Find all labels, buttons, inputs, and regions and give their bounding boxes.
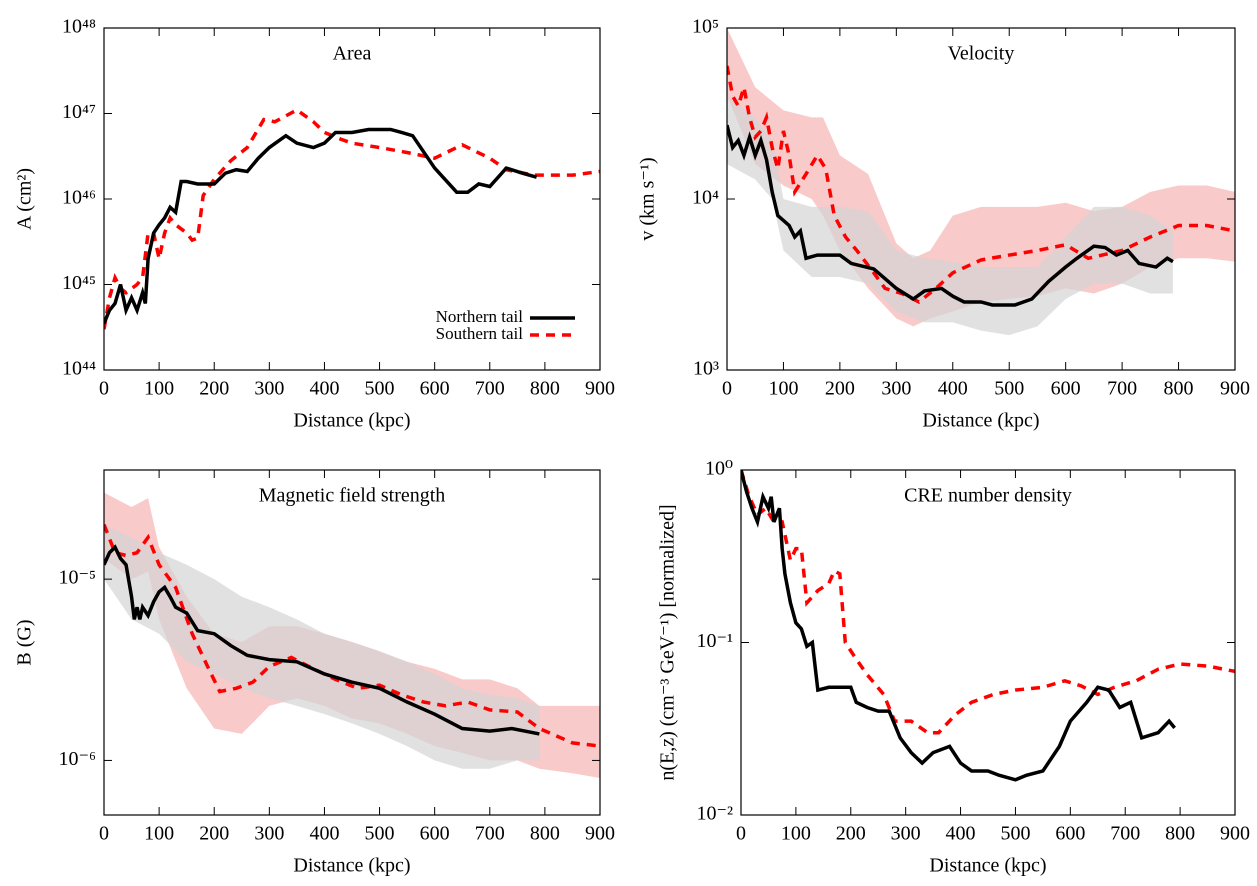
series-line [741,470,1176,782]
y-axis-label: B (G) [14,619,36,665]
x-tick-label: 300 [254,378,284,400]
y-tick-label: 10⁴ [692,187,719,209]
x-tick-label: 800 [530,378,560,400]
x-tick-label: 600 [1055,823,1085,845]
y-tick-label: 10⁵ [692,16,719,38]
panel-title: Area [333,43,372,65]
x-tick-label: 200 [199,378,229,400]
x-axis-label: Distance (kpc) [293,410,410,432]
x-tick-label: 100 [144,378,174,400]
legend-label: Northern tail [436,307,524,326]
y-tick-label: 10³ [693,358,719,380]
x-tick-label: 900 [1220,378,1250,400]
x-tick-label: 900 [585,378,615,400]
y-axis-label: A (cm²) [14,168,36,230]
series-line [104,127,538,325]
x-tick-label: 300 [254,823,284,845]
legend-label: Southern tail [436,324,524,343]
y-tick-label: 10⁴⁴ [62,358,96,380]
x-tick-label: 800 [1165,823,1195,845]
x-axis-label: Distance (kpc) [293,855,410,877]
series-line [104,523,600,748]
plot-frame [740,469,1236,816]
x-tick-label: 400 [309,823,339,845]
x-tick-label: 600 [420,378,450,400]
panel: 0 100 200 300 400 500 600 700 800 900 10⁻⁶ 10⁻⁵ Magn… [14,469,615,877]
panel: 0 100 200 300 400 500 600 700 800 900 10³ 10⁴ 10⁵ Vel… [637,16,1250,432]
x-tick-label: 700 [475,823,505,845]
series-line [104,107,600,330]
x-tick-label: 100 [781,823,811,845]
x-tick-label: 500 [365,823,395,845]
x-tick-label: 700 [475,378,505,400]
x-tick-label: 0 [99,378,109,400]
x-tick-label: 300 [881,378,911,400]
x-tick-label: 600 [420,823,450,845]
x-tick-label: 900 [1220,823,1250,845]
y-tick-label: 10⁴⁶ [62,187,96,209]
series-line [727,124,1174,307]
x-tick-label: 600 [1051,378,1081,400]
plot-frame [103,469,601,816]
y-tick-label: 10⁻⁶ [58,748,96,770]
x-tick-label: 800 [530,823,560,845]
x-tick-label: 500 [365,378,395,400]
y-axis-label: v (km s⁻¹) [637,157,659,240]
error-band [104,524,540,769]
y-tick-label: 10⁻⁵ [58,567,96,589]
x-tick-label: 300 [891,823,921,845]
x-axis-label: Distance (kpc) [922,410,1039,432]
x-tick-label: 800 [1164,378,1194,400]
error-band [727,96,1173,336]
x-tick-label: 100 [768,378,798,400]
y-tick-label: 10⁻¹ [696,630,733,652]
x-tick-label: 200 [825,378,855,400]
x-tick-label: 200 [836,823,866,845]
panel-title: Magnetic field strength [259,485,446,507]
y-axis-label: n(E,z) (cm⁻³ GeV⁻¹) [normalized] [657,504,679,780]
series-line [104,544,540,736]
x-tick-label: 0 [99,823,109,845]
x-tick-label: 900 [585,823,615,845]
x-tick-label: 200 [199,823,229,845]
x-tick-label: 500 [994,378,1024,400]
series-line [727,65,1235,305]
y-tick-label: 10⁴⁷ [62,101,96,123]
x-tick-label: 400 [309,378,339,400]
x-tick-label: 100 [144,823,174,845]
x-tick-label: 700 [1107,378,1137,400]
x-tick-label: 700 [1110,823,1140,845]
x-tick-label: 0 [736,823,746,845]
y-tick-label: 10⁴⁵ [62,272,96,294]
series-line [741,470,1235,735]
panel: 0 100 200 300 400 500 600 700 800 900 10⁻² 10⁻¹ 10⁰ C… [657,458,1250,877]
x-tick-label: 0 [722,378,732,400]
panel: 0 100 200 300 400 500 600 700 800 900 10⁴⁴ 10⁴⁵ 10⁴⁶… [14,16,615,432]
x-tick-label: 400 [946,823,976,845]
y-tick-label: 10⁻² [696,803,733,825]
panel-title: CRE number density [904,485,1072,507]
panel-title: Velocity [948,43,1015,65]
y-tick-label: 10⁴⁸ [62,16,96,38]
x-axis-label: Distance (kpc) [929,855,1046,877]
x-tick-label: 400 [938,378,968,400]
x-tick-label: 500 [1000,823,1030,845]
y-tick-label: 10⁰ [705,458,733,480]
